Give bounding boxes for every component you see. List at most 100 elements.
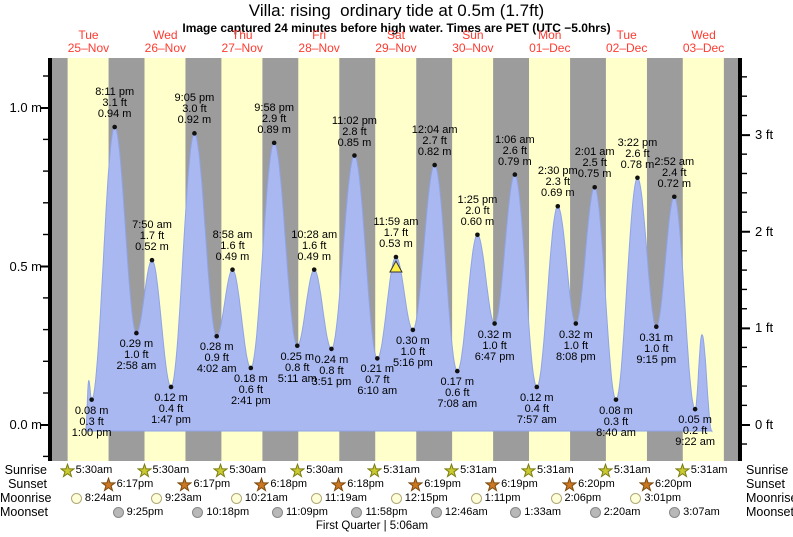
sunset-entry: 6:18pm xyxy=(254,476,307,492)
extreme-label-line: 3.1 ft xyxy=(102,97,127,110)
moon-phase-text: First Quarter | 5:06am xyxy=(315,520,429,532)
extreme-label-line: 2.7 ft xyxy=(422,135,447,148)
sunrise-entry: 5:31am xyxy=(597,462,651,478)
extreme-label-line: 1.0 ft xyxy=(644,342,669,355)
extreme-label-high: 3:22 pm 2.6 ft 0.78 m xyxy=(618,137,658,171)
moonrise-entry: 8:24am xyxy=(69,491,122,505)
moonset-entry: 2:20am xyxy=(588,505,640,519)
moonset-entry: 9:25pm xyxy=(111,505,163,519)
right-axis-tick xyxy=(742,134,750,137)
extreme-label-line: 4:02 am xyxy=(196,363,237,376)
day-label-line: Wed xyxy=(691,28,716,42)
extreme-label-line: 0.3 ft xyxy=(603,415,629,428)
extreme-label-high: 2:30 pm 2.3 ft 0.69 m xyxy=(538,166,578,199)
extreme-label-high: 2:01 am 2.5 ft 0.75 m xyxy=(575,147,615,180)
y-axis-right-label: 1 ft xyxy=(755,320,774,336)
sunrise-time: 5:30am xyxy=(152,464,190,476)
extreme-label-line: 7:08 am xyxy=(437,398,478,411)
extreme-label-line: 9:58 pm xyxy=(254,101,295,114)
right-axis-tick xyxy=(742,269,747,271)
day-label-line: Sat xyxy=(386,28,405,42)
day-label: Fri 28–Nov xyxy=(284,29,354,55)
extreme-label-line: 2.8 ft xyxy=(342,125,367,138)
extreme-label-line: 0.8 ft xyxy=(319,364,344,377)
extreme-dot xyxy=(192,131,197,136)
sunrise-time: 5:30am xyxy=(306,464,343,476)
extreme-label-line: 0.9 ft xyxy=(204,352,229,365)
sunrise-entry: 5:31am xyxy=(444,462,497,478)
extreme-label-line: 9:05 pm xyxy=(174,92,215,105)
day-label-line: 26–Nov xyxy=(144,41,187,55)
extreme-dot xyxy=(112,124,117,130)
right-axis-tick xyxy=(742,308,747,310)
extreme-dot xyxy=(654,324,659,330)
extreme-dot xyxy=(375,356,380,361)
extreme-label-line: 0.21 m xyxy=(360,363,395,376)
extreme-dot xyxy=(329,346,334,352)
extreme-label-low: 0.28 m 0.9 ft 4:02 am xyxy=(197,342,237,375)
extreme-label-line: 0.52 m xyxy=(135,241,169,254)
extreme-dot xyxy=(613,397,619,402)
extreme-label-high: 11:02 pm 2.8 ft 0.85 m xyxy=(332,115,377,149)
extreme-label-line: 0.30 m xyxy=(396,334,430,347)
extreme-label-line: 2.6 ft xyxy=(502,144,528,157)
extreme-label-low: 0.30 m 1.0 ft 5:16 pm xyxy=(393,334,433,369)
extreme-label-line: 10:28 am xyxy=(291,228,338,241)
extreme-label-line: 0.82 m xyxy=(417,146,452,159)
moonrise-entry: 12:15pm xyxy=(389,491,448,505)
moonset-circle-icon xyxy=(192,506,204,518)
sunset-time: 6:17pm xyxy=(116,478,154,490)
sunset-time: 6:20pm xyxy=(578,478,615,490)
right-axis-tick xyxy=(742,76,747,78)
sunset-star-icon xyxy=(177,476,193,492)
sunset-entry: 6:20pm xyxy=(562,476,615,492)
sunset-star-icon xyxy=(638,476,654,492)
extreme-label-low: 0.29 m 1.0 ft 2:58 am xyxy=(117,339,157,372)
extreme-dot xyxy=(311,267,317,272)
sunset-entry: 6:19pm xyxy=(408,476,461,492)
extreme-label-line: 6:10 am xyxy=(357,385,398,398)
y-axis-right-label: 3 ft xyxy=(755,127,774,143)
sunrise-time: 5:31am xyxy=(690,464,728,476)
day-label: Wed 03–Dec xyxy=(669,29,739,55)
sunset-entry: 6:17pm xyxy=(100,476,154,492)
left-axis-tick xyxy=(40,265,48,268)
moonrise-circle-icon xyxy=(230,492,242,504)
sunrise-row-label-right: Sunrise xyxy=(746,463,789,477)
y-axis-left-label: 1.0 m xyxy=(9,100,42,115)
extreme-label-high: 1:25 pm 2.0 ft 0.60 m xyxy=(458,194,498,228)
moonset-time: 3:07am xyxy=(683,506,720,518)
right-axis-tick xyxy=(742,424,750,426)
moonset-entry: 11:09pm xyxy=(270,505,328,519)
sunset-star-icon xyxy=(485,476,501,492)
extreme-label-line: 0.4 ft xyxy=(158,402,184,415)
sunset-star-icon xyxy=(254,476,270,492)
extreme-label-line: 2:30 pm xyxy=(537,165,578,178)
sunrise-star-icon xyxy=(290,462,306,478)
left-axis-tick xyxy=(43,455,48,458)
moonrise-entry: 1:11pm xyxy=(469,491,521,505)
extreme-label-line: 0.28 m xyxy=(199,341,234,354)
extreme-label-line: 2.0 ft xyxy=(465,204,490,217)
extreme-label-line: 9:15 pm xyxy=(636,353,677,366)
day-label-line: 02–Dec xyxy=(605,41,648,55)
moonset-entry: 10:18pm xyxy=(190,505,249,519)
sunrise-entry: 5:30am xyxy=(213,462,266,478)
moonrise-time: 11:19am xyxy=(324,492,367,504)
extreme-label-line: 8:08 pm xyxy=(555,350,596,363)
moonset-circle-icon xyxy=(271,506,283,518)
extreme-label-high: 8:58 am 1.6 ft 0.49 m xyxy=(213,229,253,263)
extreme-label-high: 9:58 pm 2.9 ft 0.89 m xyxy=(254,101,295,136)
moonrise-time: 10:21am xyxy=(244,492,288,504)
moonset-row-label-right: Moonset xyxy=(746,505,793,519)
extreme-label-low: 0.24 m 0.8 ft 3:51 pm xyxy=(312,354,352,388)
right-axis-tick xyxy=(742,443,747,445)
extreme-dot xyxy=(534,384,540,390)
extreme-label-line: 6:47 pm xyxy=(474,350,515,363)
sunset-star-icon xyxy=(408,476,424,492)
extreme-label-low: 0.05 m 0.2 ft 9:22 am xyxy=(675,415,715,448)
right-axis xyxy=(738,58,742,461)
extreme-label-line: 0.12 m xyxy=(519,391,554,404)
extreme-label-line: 12:04 am xyxy=(411,124,458,137)
sunrise-star-icon xyxy=(521,462,536,478)
